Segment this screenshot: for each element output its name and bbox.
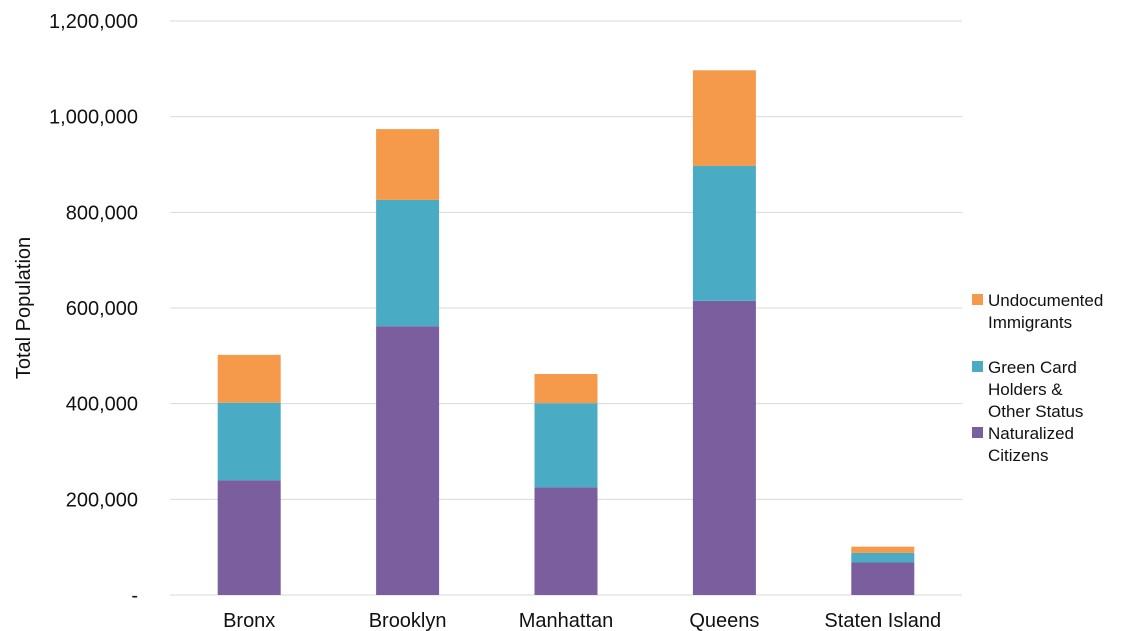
bar-bronx-naturalized-citizens	[217, 480, 281, 595]
bar-brooklyn-green-card-holders-and-other-status	[376, 199, 440, 327]
legend-label-undocumented-immigrants: Undocumented Immigrants	[988, 291, 1103, 332]
legend-swatch-green-card-holders-and-other-status	[972, 361, 983, 372]
x-tick-label-bronx: Bronx	[223, 610, 275, 631]
y-tick-label: 800,000	[66, 202, 138, 224]
x-tick-label-manhattan: Manhattan	[519, 610, 614, 631]
y-tick-label: 600,000	[66, 298, 138, 320]
legend-swatch-naturalized-citizens	[972, 427, 983, 438]
y-axis-label: Total Population	[13, 237, 35, 379]
legend-swatch-undocumented-immigrants	[972, 294, 983, 305]
y-tick-label: 1,200,000	[49, 11, 138, 33]
y-tick-label: 200,000	[66, 489, 138, 511]
bar-brooklyn-undocumented-immigrants	[376, 129, 440, 200]
bar-queens-naturalized-citizens	[692, 300, 756, 595]
bar-manhattan-naturalized-citizens	[534, 487, 598, 595]
bar-queens-undocumented-immigrants	[692, 70, 756, 166]
y-tick-label: 1,000,000	[49, 107, 138, 129]
bars	[217, 70, 915, 595]
y-tick-label: 400,000	[66, 394, 138, 416]
bar-manhattan-undocumented-immigrants	[534, 374, 598, 404]
x-tick-label-staten-island: Staten Island	[824, 610, 941, 631]
legend-label-naturalized-citizens: Naturalized Citizens	[988, 424, 1074, 465]
legend-label-green-card-holders-and-other-status: Green Card Holders & Other Status	[988, 358, 1083, 421]
bar-bronx-green-card-holders-and-other-status	[217, 402, 281, 481]
legend: Undocumented Immigrants Green Card Holders …	[972, 291, 1103, 465]
y-tick-label: -	[131, 585, 138, 607]
bar-staten-island-green-card-holders-and-other-status	[851, 552, 915, 563]
bar-brooklyn-naturalized-citizens	[376, 326, 440, 595]
x-tick-label-queens: Queens	[689, 610, 759, 631]
bar-queens-green-card-holders-and-other-status	[692, 165, 756, 301]
bar-manhattan-green-card-holders-and-other-status	[534, 403, 598, 488]
bar-staten-island-undocumented-immigrants	[851, 546, 915, 553]
bar-bronx-undocumented-immigrants	[217, 354, 281, 403]
y-axis-tick-labels: - 200,000 400,000 600,000 800,000 1,000,000 1,…	[49, 11, 138, 607]
x-axis-tick-labels: Bronx Brooklyn Manhattan Queens Staten Islan…	[223, 610, 941, 631]
x-tick-label-brooklyn: Brooklyn	[369, 610, 447, 631]
bar-staten-island-naturalized-citizens	[851, 562, 915, 595]
